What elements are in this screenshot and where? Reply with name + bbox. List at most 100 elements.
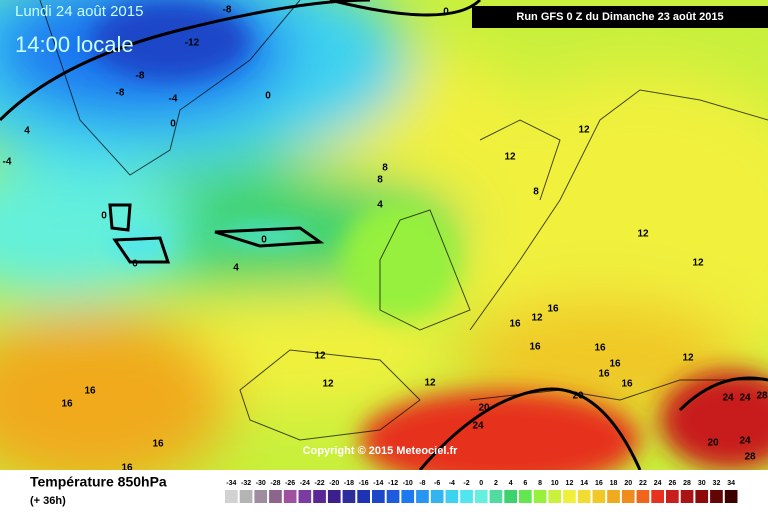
contour-label: 12 (692, 258, 704, 269)
legend-swatch (563, 490, 576, 503)
legend-swatch (651, 490, 664, 503)
legend-label: 28 (683, 480, 691, 487)
legend-label: -18 (344, 480, 354, 487)
contour-label: 4 (233, 263, 239, 274)
contour-label: -8 (116, 88, 125, 99)
contour-label: 16 (152, 439, 164, 450)
color-legend: -34 -32 -30 -28 -26 -24 -22 -20 -18 -16 -14 -12 -10-… (225, 480, 738, 503)
legend-swatch (724, 490, 738, 503)
legend-label: -28 (270, 480, 280, 487)
legend-label: -4 (449, 480, 455, 487)
legend-swatch (269, 490, 282, 503)
contour-label: 16 (84, 386, 96, 397)
contour-label: 8 (533, 187, 539, 198)
legend-swatch (401, 490, 415, 503)
legend-swatch (489, 490, 503, 503)
legend-swatch (254, 490, 268, 503)
legend-label: 6 (523, 480, 527, 487)
legend-swatch (342, 490, 356, 503)
legend-swatch (533, 490, 547, 503)
legend-label: -22 (314, 480, 324, 487)
legend-label: 12 (566, 480, 574, 487)
contour-label: 16 (621, 379, 633, 390)
legend-label: -16 (359, 480, 369, 487)
date: Lundi 24 août 2015 (15, 3, 143, 20)
legend-label: -34 (226, 480, 236, 487)
contour-label: 12 (504, 152, 516, 163)
legend-swatch (372, 490, 385, 503)
legend-swatch (445, 490, 459, 503)
contour-label: 12 (531, 313, 543, 324)
legend-swatch (239, 490, 253, 503)
contour-label: 8 (382, 163, 388, 174)
contour-label: 0 (443, 7, 449, 18)
contour-label: 12 (578, 125, 590, 136)
legend-swatch (474, 490, 488, 503)
contour-label: 4 (24, 126, 30, 137)
legend-swatch (666, 490, 679, 503)
legend-label: 30 (698, 480, 706, 487)
contour-label: 20 (478, 403, 490, 414)
legend-label: -14 (373, 480, 383, 487)
contour-label: 16 (594, 343, 606, 354)
contour-label: 24 (472, 421, 484, 432)
contour-label: 16 (609, 359, 621, 370)
legend-swatch (225, 490, 238, 503)
contour-label: -4 (3, 157, 12, 168)
legend-label: -30 (256, 480, 266, 487)
contour-label: 12 (322, 379, 334, 390)
contour-label: 8 (377, 175, 383, 186)
legend-label: 8 (538, 480, 542, 487)
legend-label: 32 (713, 480, 721, 487)
contour-label: 0 (261, 235, 267, 246)
legend-swatch (548, 490, 562, 503)
legend-swatch (577, 490, 591, 503)
legend-swatch (636, 490, 650, 503)
legend-label: -2 (463, 480, 469, 487)
legend-label: 26 (668, 480, 676, 487)
map-field (0, 0, 768, 490)
time: 14:00 locale (15, 32, 134, 57)
contour-label: 28 (744, 452, 756, 463)
legend-swatch (680, 490, 694, 503)
footer-title: Température 850hPa (30, 474, 167, 490)
contour-label: 16 (547, 304, 559, 315)
legend-label: 22 (639, 480, 647, 487)
legend-label: -24 (300, 480, 310, 487)
contour-label: 4 (377, 200, 383, 211)
legend-label: -6 (434, 480, 440, 487)
contour-label: 12 (637, 229, 649, 240)
legend-label: 14 (580, 480, 588, 487)
contour-label: 16 (121, 463, 133, 474)
contour-label: 0 (170, 119, 176, 130)
contour-label: 0 (132, 259, 138, 270)
legend-swatch (504, 490, 517, 503)
legend-label: -10 (403, 480, 413, 487)
legend-label: -26 (285, 480, 295, 487)
contour-label: 12 (682, 353, 694, 364)
footer-lead: (+ 36h) (30, 495, 66, 507)
contour-label: 0 (265, 91, 271, 102)
run-info: Run GFS 0 Z du Dimanche 23 août 2015 (516, 11, 723, 23)
legend-label: -8 (419, 480, 425, 487)
legend-label: 0 (479, 480, 483, 487)
legend-swatch (592, 490, 606, 503)
zero-isotherm (0, 0, 768, 471)
legend-label: -20 (329, 480, 339, 487)
legend-swatch (621, 490, 635, 503)
legend-swatch (460, 490, 473, 503)
legend-swatch (695, 490, 709, 503)
contour-label: 16 (529, 342, 541, 353)
legend-swatch (519, 490, 532, 503)
legend-label: 18 (610, 480, 618, 487)
copyright: Copyright © 2015 Meteociel.fr (303, 445, 459, 457)
legend-swatch (327, 490, 341, 503)
contour-label: -8 (223, 5, 232, 16)
contour-label: -8 (136, 71, 145, 82)
legend-label: 24 (654, 480, 662, 487)
legend-swatch (298, 490, 312, 503)
legend-label: 16 (595, 480, 603, 487)
contour-label: 28 (756, 391, 768, 402)
contour-label: -12 (185, 38, 200, 49)
